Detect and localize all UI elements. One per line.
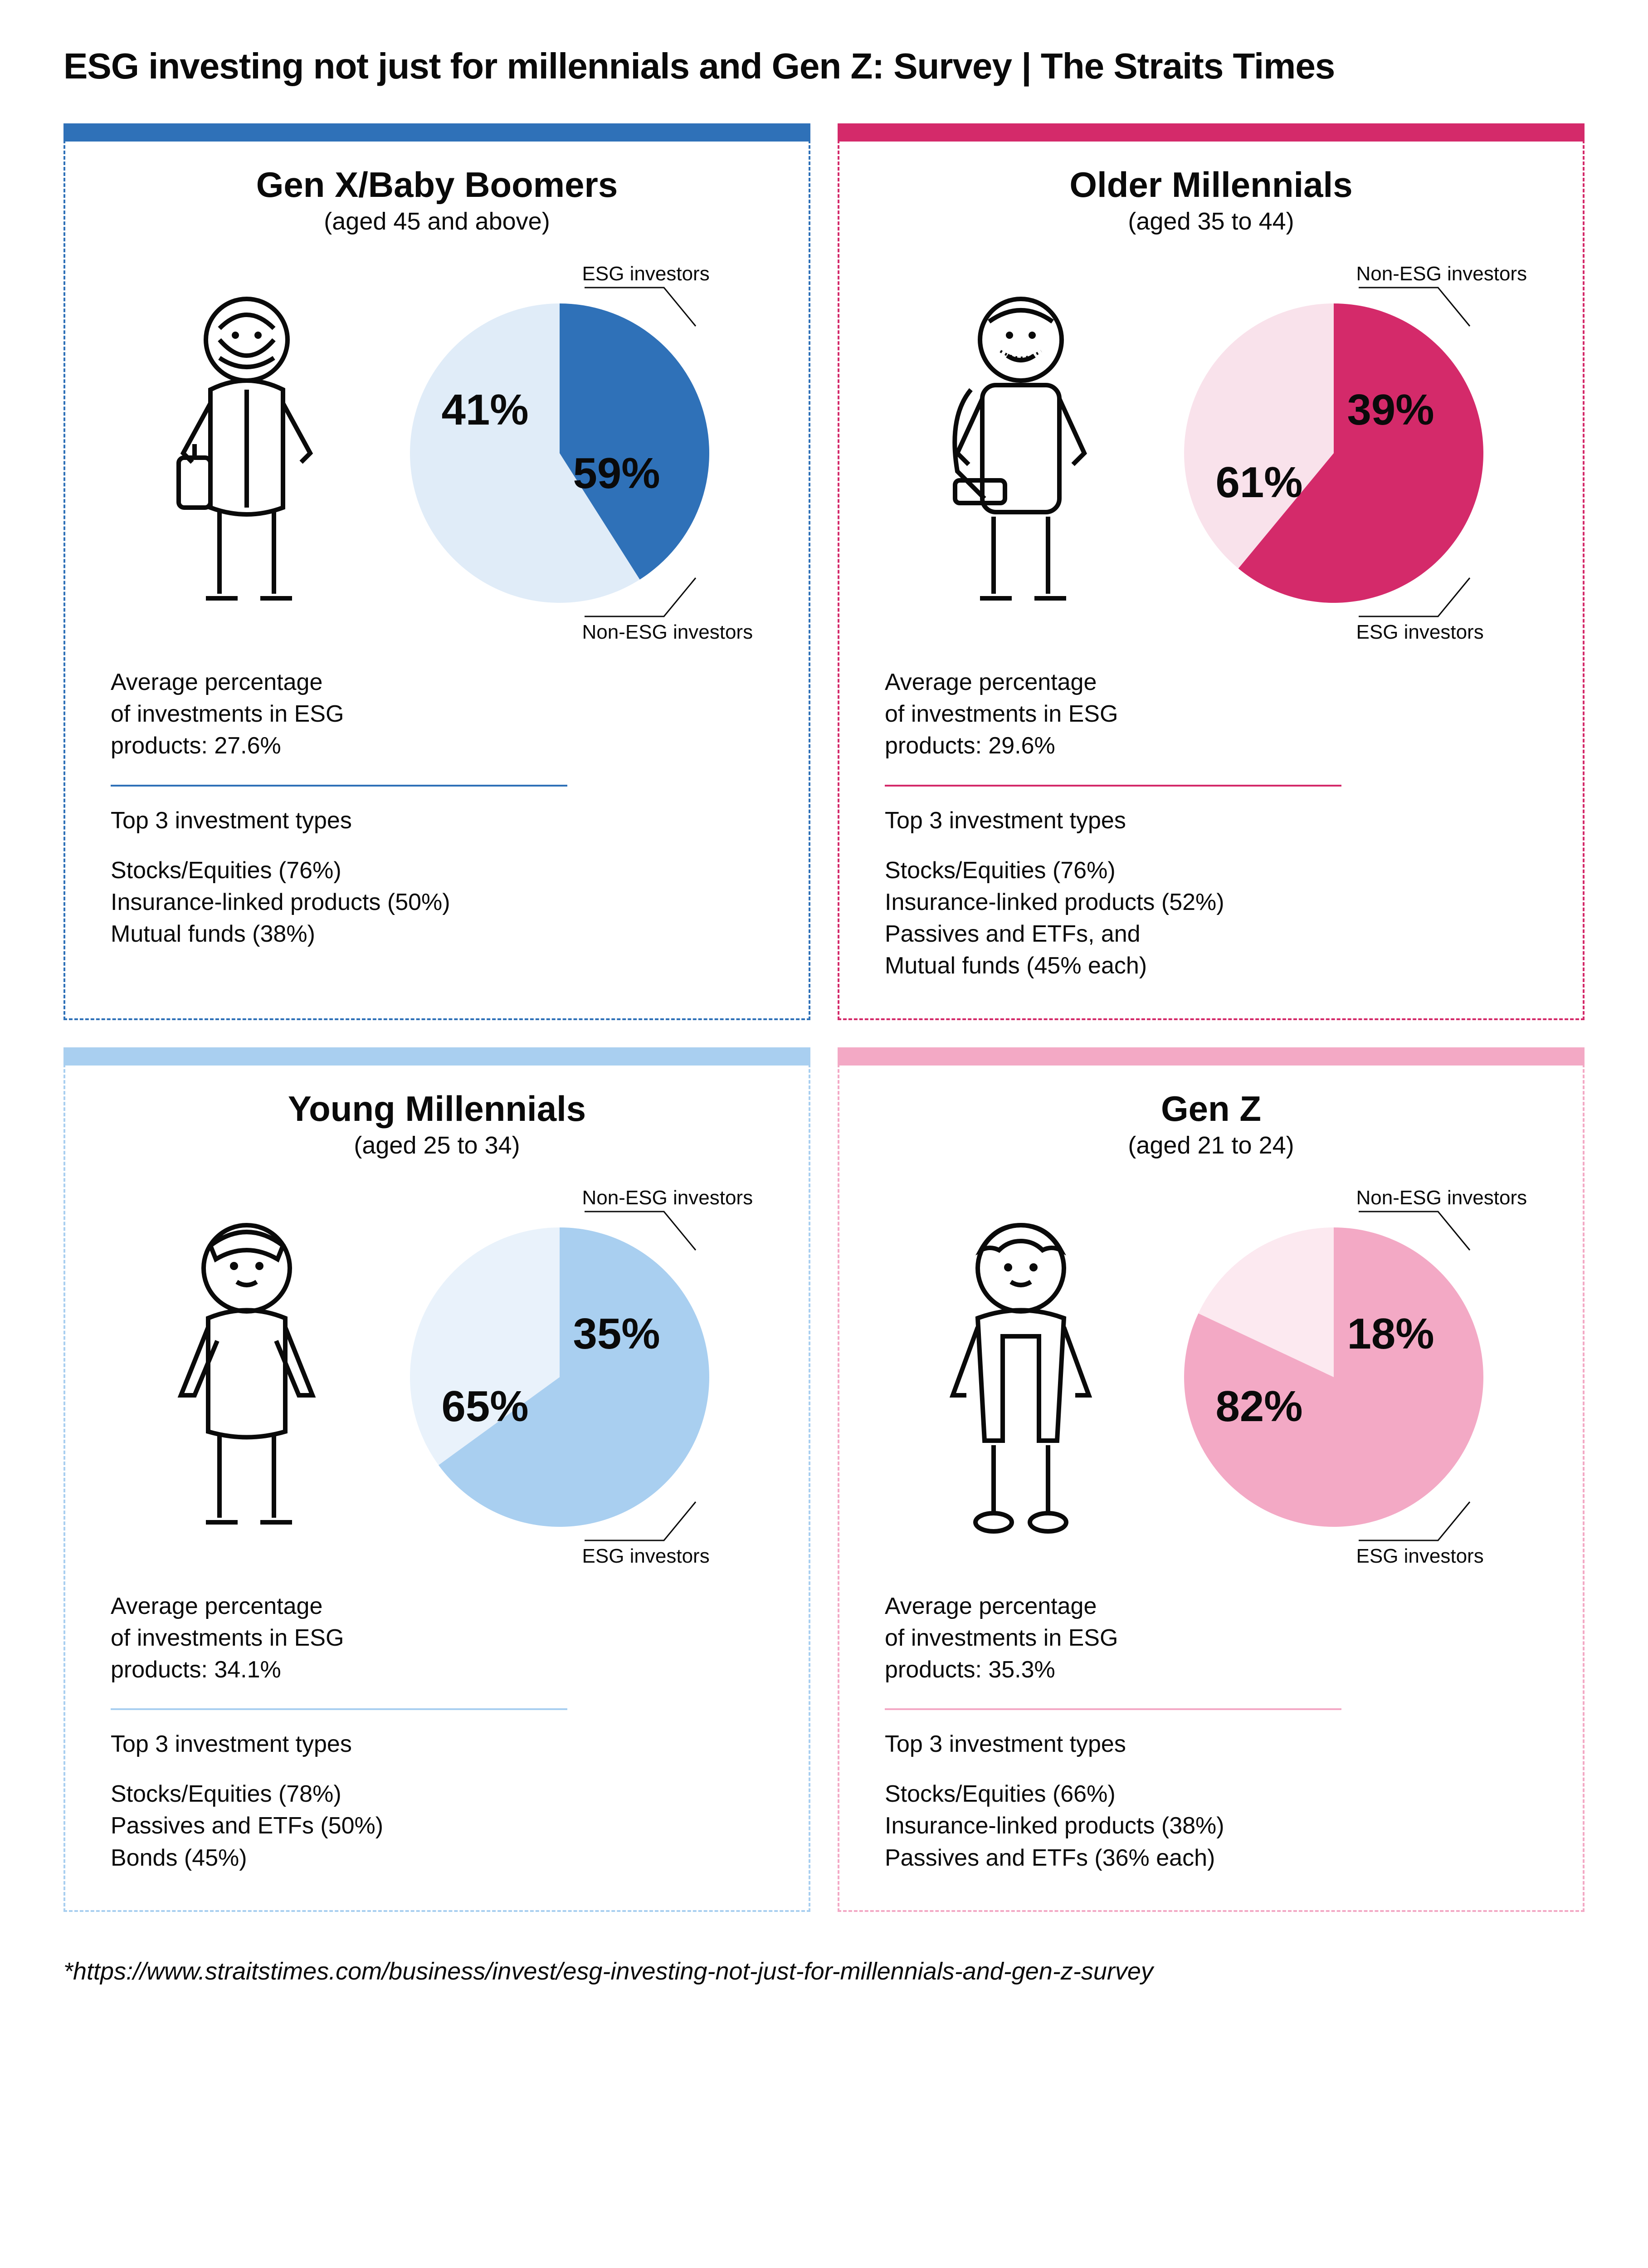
nonesg-pct-label: 39%	[1347, 385, 1434, 435]
investment-type: Passives and ETFs, and	[885, 918, 1537, 950]
divider	[111, 1708, 567, 1710]
investment-type: Mutual funds (45% each)	[885, 950, 1537, 982]
nonesg-pct-label: 59%	[573, 449, 660, 499]
panel-topbar	[63, 123, 810, 142]
investment-type: Mutual funds (38%)	[111, 918, 763, 950]
person-icon	[903, 281, 1139, 626]
divider	[111, 785, 567, 787]
avg-line2: of investments in ESG	[111, 1622, 763, 1654]
panel-subtitle: (aged 35 to 44)	[839, 207, 1583, 235]
avg-line2: of investments in ESG	[111, 698, 763, 730]
top3-title: Top 3 investment types	[885, 805, 1537, 836]
avg-block: Average percentage of investments in ESG…	[111, 666, 763, 762]
avg-block: Average percentage of investments in ESG…	[885, 1590, 1537, 1686]
avg-block: Average percentage of investments in ESG…	[885, 666, 1537, 762]
avg-line1: Average percentage	[885, 1590, 1537, 1622]
investment-type: Passives and ETFs (50%)	[111, 1810, 763, 1842]
panel-grid: Gen X/Baby Boomers (aged 45 and above)	[63, 123, 1585, 1912]
esg-pct-label: 82%	[1216, 1382, 1303, 1432]
callout-bottom: ESG investors	[1356, 621, 1484, 644]
investment-type: Insurance-linked products (38%)	[885, 1810, 1537, 1842]
panel-topbar	[838, 123, 1585, 142]
pie-chart: 65% 35% Non-ESG investors ESG investors	[374, 1191, 746, 1563]
avg-line3: products: 29.6%	[885, 730, 1537, 762]
nonesg-pct-label: 18%	[1347, 1309, 1434, 1359]
top3-title: Top 3 investment types	[111, 1728, 763, 1760]
panel-genx: Gen X/Baby Boomers (aged 45 and above)	[63, 123, 810, 1020]
investment-type: Stocks/Equities (76%)	[111, 855, 763, 886]
avg-line1: Average percentage	[885, 666, 1537, 698]
callout-bottom: Non-ESG investors	[582, 621, 753, 644]
top3-title: Top 3 investment types	[885, 1728, 1537, 1760]
investment-type: Insurance-linked products (50%)	[111, 886, 763, 918]
source-footer: *https://www.straitstimes.com/business/i…	[63, 1957, 1585, 1985]
divider	[885, 785, 1341, 787]
person-icon	[129, 281, 365, 626]
page-title: ESG investing not just for millennials a…	[63, 45, 1585, 87]
panel-genz: Gen Z (aged 21 to 24) 82% 18%	[838, 1047, 1585, 1912]
avg-line3: products: 27.6%	[111, 730, 763, 762]
panel-older: Older Millennials (aged 35 to 44)	[838, 123, 1585, 1020]
callout-top: ESG investors	[582, 263, 710, 285]
panel-subtitle: (aged 45 and above)	[65, 207, 809, 235]
callout-top: Non-ESG investors	[582, 1187, 753, 1209]
callout-top: Non-ESG investors	[1356, 263, 1527, 285]
panel-title: Young Millennials	[65, 1088, 809, 1129]
investment-type: Insurance-linked products (52%)	[885, 886, 1537, 918]
esg-pct-label: 65%	[442, 1382, 529, 1432]
nonesg-pct-label: 35%	[573, 1309, 660, 1359]
pie-chart: 61% 39% Non-ESG investors ESG investors	[1148, 267, 1520, 639]
investment-type: Passives and ETFs (36% each)	[885, 1842, 1537, 1874]
panel-subtitle: (aged 25 to 34)	[65, 1131, 809, 1159]
person-icon	[129, 1205, 365, 1549]
panel-title: Older Millennials	[839, 164, 1583, 205]
avg-line3: products: 35.3%	[885, 1654, 1537, 1686]
panel-topbar	[63, 1047, 810, 1066]
callout-bottom: ESG investors	[582, 1545, 710, 1568]
investment-type: Stocks/Equities (78%)	[111, 1778, 763, 1810]
panel-young: Young Millennials (aged 25 to 34) 65% 3	[63, 1047, 810, 1912]
panel-title: Gen X/Baby Boomers	[65, 164, 809, 205]
avg-line2: of investments in ESG	[885, 1622, 1537, 1654]
avg-line2: of investments in ESG	[885, 698, 1537, 730]
person-icon	[903, 1205, 1139, 1549]
avg-line1: Average percentage	[111, 1590, 763, 1622]
panel-topbar	[838, 1047, 1585, 1066]
pie-chart: 82% 18% Non-ESG investors ESG investors	[1148, 1191, 1520, 1563]
panel-title: Gen Z	[839, 1088, 1583, 1129]
investment-type: Bonds (45%)	[111, 1842, 763, 1874]
callout-top: Non-ESG investors	[1356, 1187, 1527, 1209]
avg-block: Average percentage of investments in ESG…	[111, 1590, 763, 1686]
esg-pct-label: 41%	[442, 385, 529, 435]
panel-subtitle: (aged 21 to 24)	[839, 1131, 1583, 1159]
investment-type: Stocks/Equities (66%)	[885, 1778, 1537, 1810]
avg-line1: Average percentage	[111, 666, 763, 698]
callout-bottom: ESG investors	[1356, 1545, 1484, 1568]
esg-pct-label: 61%	[1216, 458, 1303, 508]
top3-title: Top 3 investment types	[111, 805, 763, 836]
divider	[885, 1708, 1341, 1710]
investment-type: Stocks/Equities (76%)	[885, 855, 1537, 886]
pie-chart: 41% 59% ESG investors Non-ESG investors	[374, 267, 746, 639]
avg-line3: products: 34.1%	[111, 1654, 763, 1686]
